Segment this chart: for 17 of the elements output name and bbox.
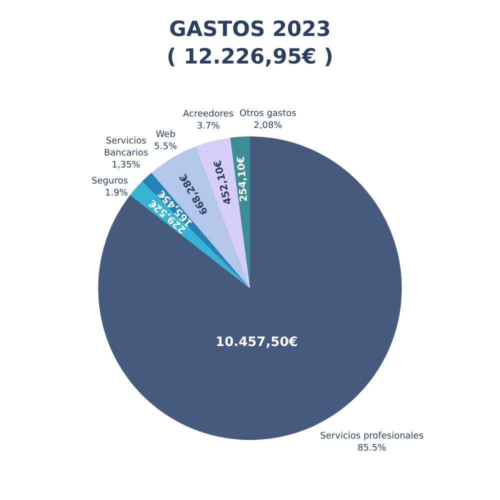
chart-subtitle: ( 12.226,95€ ) — [166, 44, 334, 68]
slice-label: Servicios profesionales — [320, 432, 424, 442]
slice-label: Web — [156, 130, 176, 140]
slice-label: Seguros — [92, 176, 128, 187]
text: 3.7% — [196, 122, 220, 132]
text: 5.5% — [154, 142, 178, 152]
data-label: 254,10€ — [236, 156, 250, 202]
text: 1,35% — [112, 160, 141, 171]
text: 1.9% — [105, 188, 128, 199]
text: 2,08% — [254, 120, 283, 131]
slice-label: Acreedores — [183, 110, 234, 120]
chart-title: GASTOS 2023 — [169, 17, 331, 42]
data-label: 452,10€ — [212, 158, 234, 206]
slice-label: Otros gastos — [240, 108, 297, 119]
text: 85.5% — [358, 444, 387, 454]
data-label: 10.457,50€ — [216, 335, 298, 350]
slice-label: Servicios Bancarios — [104, 136, 148, 159]
